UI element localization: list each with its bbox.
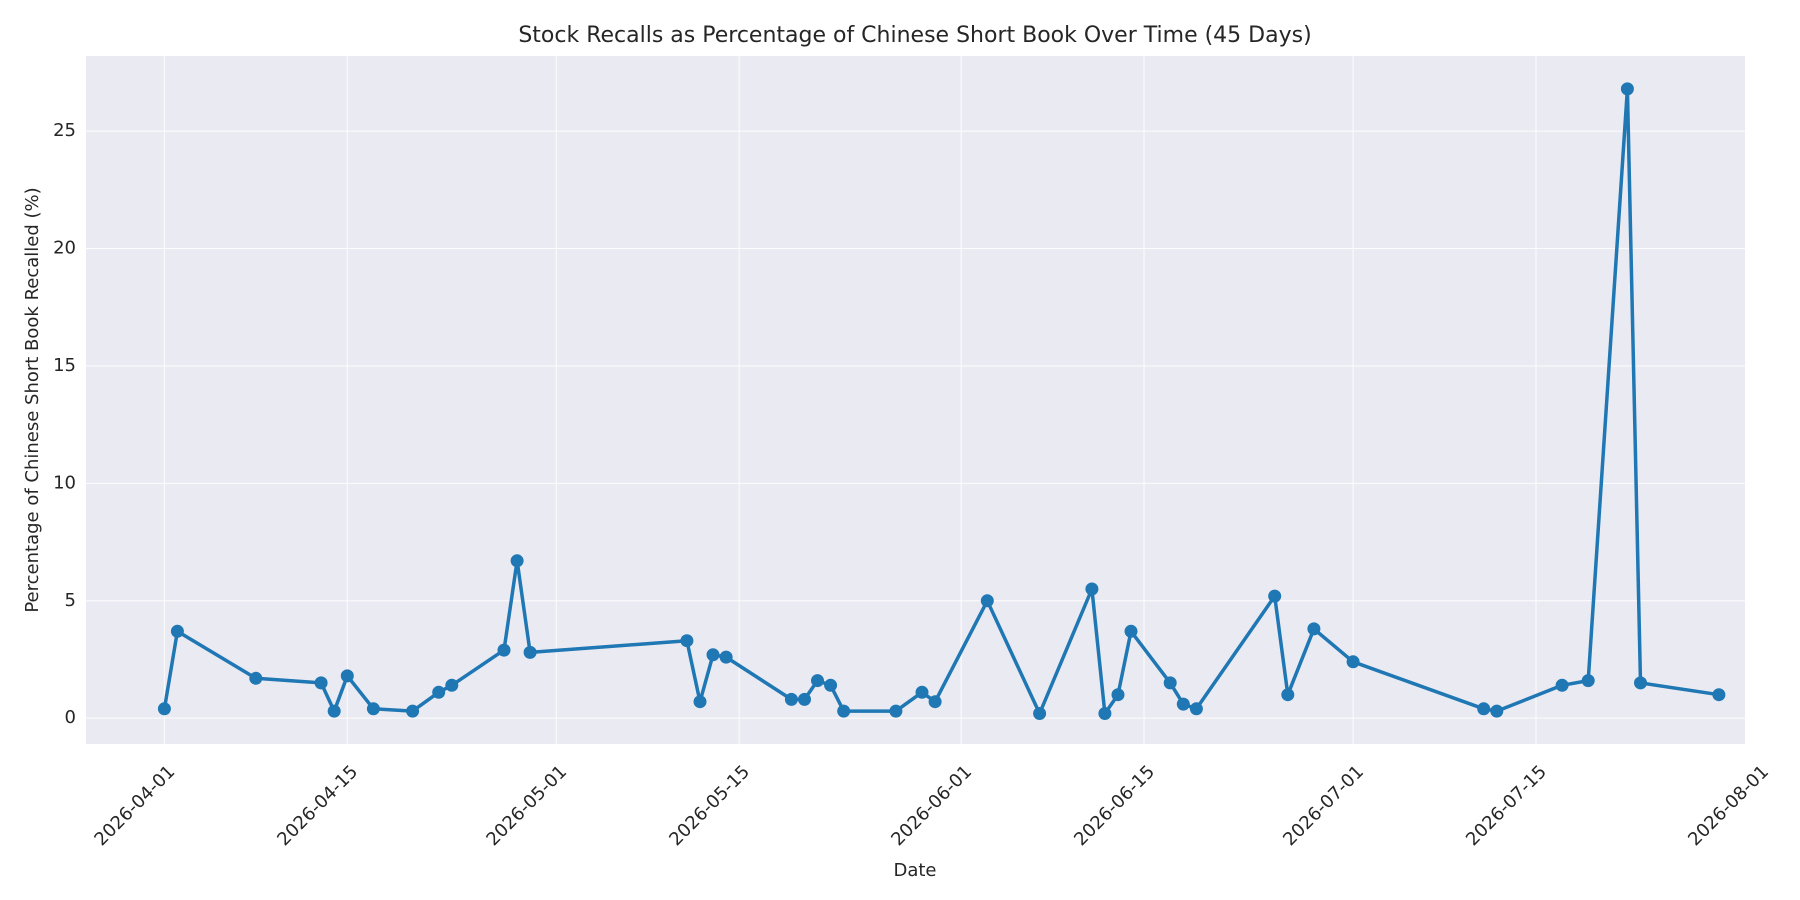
data-point	[1490, 704, 1504, 718]
data-point	[1620, 82, 1634, 96]
data-point	[366, 702, 380, 716]
data-point	[798, 692, 811, 706]
x-tick-label: 2026-06-01	[887, 761, 976, 850]
x-tick-label: 2026-07-15	[1462, 761, 1551, 850]
data-point	[1176, 697, 1190, 711]
y-tick-label: 5	[65, 590, 76, 611]
data-point	[1634, 676, 1647, 690]
y-tick-label: 15	[53, 355, 76, 376]
data-point	[327, 704, 341, 718]
data-point	[980, 594, 994, 608]
data-point	[510, 554, 524, 568]
data-point	[1581, 674, 1595, 688]
data-point	[432, 685, 446, 699]
data-point	[1189, 702, 1203, 716]
data-point	[824, 678, 838, 692]
data-point	[1307, 622, 1321, 636]
data-point	[1098, 707, 1112, 720]
x-tick-label: 2026-05-15	[665, 761, 754, 850]
x-tick-label: 2026-07-01	[1279, 761, 1368, 850]
x-tick-label: 2026-05-01	[482, 761, 571, 850]
data-point	[1124, 624, 1138, 638]
y-tick-label: 20	[53, 238, 76, 259]
x-tick-label: 2026-04-15	[273, 761, 362, 850]
chart-title: Stock Recalls as Percentage of Chinese S…	[518, 23, 1311, 48]
data-point	[1111, 688, 1125, 702]
data-point	[680, 634, 694, 648]
y-tick-label: 25	[53, 120, 76, 141]
data-point	[784, 692, 798, 706]
data-point	[915, 685, 929, 699]
data-point	[1163, 676, 1177, 690]
data-point	[170, 624, 184, 638]
plot-background	[86, 56, 1745, 744]
y-axis-label: Percentage of Chinese Short Book Recalle…	[22, 187, 43, 612]
data-point	[706, 648, 720, 662]
data-point	[837, 704, 851, 718]
grid-lines	[86, 56, 1759, 744]
x-tick-label: 2026-04-01	[90, 761, 179, 850]
y-tick-labels: 0 5 10 15 20 25	[53, 120, 76, 728]
data-point	[445, 678, 459, 692]
data-point	[1477, 702, 1491, 716]
data-point	[1268, 589, 1282, 603]
data-point	[719, 650, 733, 664]
data-points	[157, 82, 1726, 720]
y-tick-label: 0	[65, 707, 76, 728]
data-point	[406, 704, 420, 718]
data-point	[523, 645, 537, 659]
data-point	[1346, 655, 1360, 669]
x-tick-labels: 2026-04-01 2026-04-15 2026-05-01 2026-05-15…	[90, 761, 1773, 850]
data-point	[1281, 688, 1295, 702]
x-tick-label: 2026-06-15	[1070, 761, 1159, 850]
x-tick-label: 2026-08-01	[1684, 761, 1773, 850]
data-point	[1033, 707, 1047, 720]
x-axis-label: Date	[893, 860, 936, 881]
data-point	[693, 695, 707, 709]
data-point	[340, 669, 354, 683]
data-point	[157, 702, 171, 716]
data-point	[1555, 678, 1569, 692]
data-point	[1085, 582, 1099, 596]
y-tick-label: 10	[53, 472, 76, 493]
data-point	[811, 674, 824, 688]
data-point	[249, 671, 263, 685]
data-point	[497, 643, 511, 657]
data-point	[928, 695, 942, 709]
data-point	[1712, 688, 1726, 702]
data-point	[314, 676, 328, 690]
data-point	[889, 704, 903, 718]
